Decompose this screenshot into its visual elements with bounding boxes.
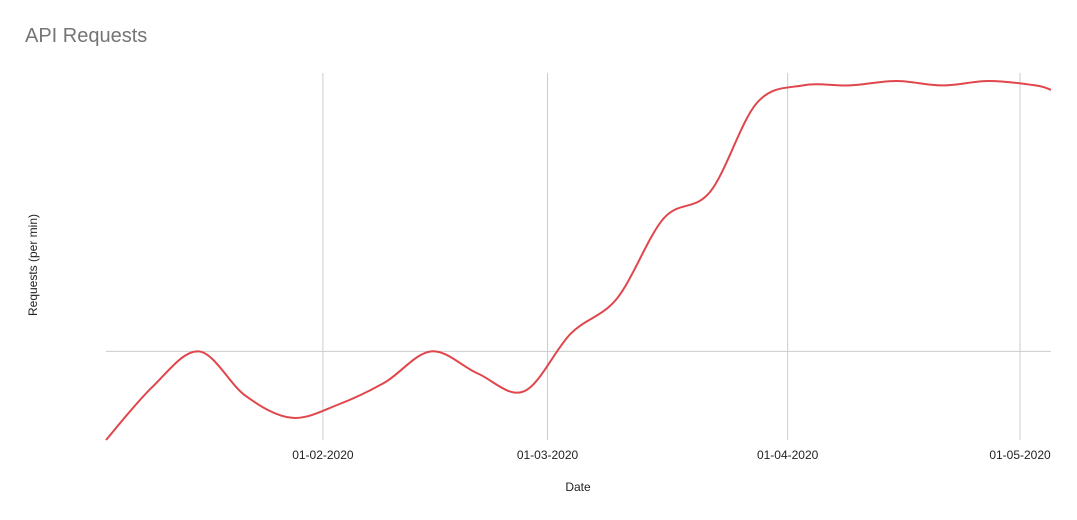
data-point <box>383 380 387 384</box>
x-tick-label: 01-04-2020 <box>757 448 819 462</box>
data-point <box>894 79 898 83</box>
data-point <box>197 349 201 353</box>
data-point <box>1034 83 1038 87</box>
data-point <box>987 79 991 83</box>
data-point <box>848 83 852 87</box>
x-tick-label: 01-05-2020 <box>989 448 1051 462</box>
data-point <box>755 101 759 105</box>
data-point <box>243 394 247 398</box>
data-point <box>429 349 433 353</box>
data-point <box>150 385 154 389</box>
data-point <box>941 83 945 87</box>
x-tick-labels: 01-02-2020 01-03-2020 01-04-2020 01-05-2020 <box>292 448 1051 462</box>
x-axis-title: Date <box>565 480 591 494</box>
x-tick-label: 01-02-2020 <box>292 448 354 462</box>
x-tick-label: 01-03-2020 <box>517 448 579 462</box>
data-point <box>522 389 526 393</box>
series-line <box>105 80 1052 441</box>
y-axis-title: Requests (per min) <box>26 214 40 316</box>
data-point <box>569 332 573 336</box>
gridlines <box>106 73 1051 440</box>
chart-title: API Requests <box>25 25 148 47</box>
data-point <box>801 83 805 87</box>
series-layer <box>104 79 1053 442</box>
data-point <box>1049 88 1053 92</box>
data-point <box>336 403 340 407</box>
data-point <box>476 372 480 376</box>
data-point <box>290 416 294 420</box>
data-point <box>615 296 619 300</box>
data-point <box>662 216 666 220</box>
data-point <box>104 438 108 442</box>
data-point <box>708 190 712 194</box>
